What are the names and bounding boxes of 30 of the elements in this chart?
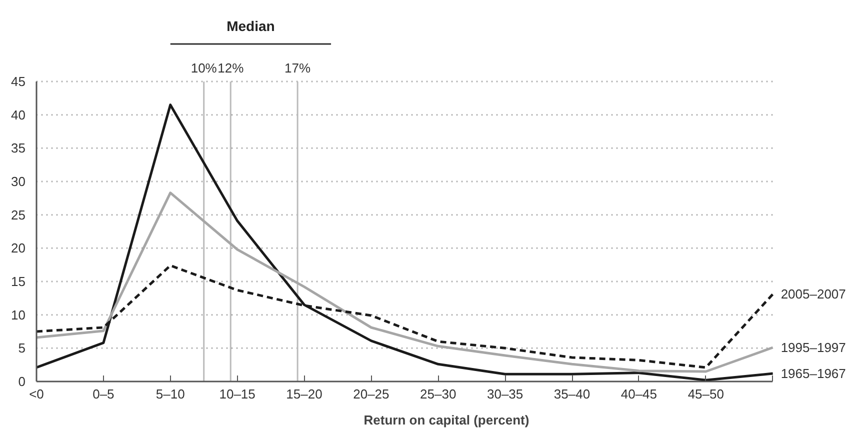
x-tick-label: <0 — [29, 386, 44, 402]
y-tick-label: 40 — [11, 107, 26, 122]
x-tick-label: 15–20 — [286, 386, 322, 402]
y-tick-label: 10 — [11, 307, 26, 322]
y-tick-label: 30 — [11, 174, 26, 189]
y-tick-label: 15 — [11, 274, 26, 289]
x-tick-label: 25–30 — [420, 386, 456, 402]
x-tick-label: 35–40 — [554, 386, 590, 402]
series-label: 1995–1997 — [780, 340, 846, 355]
x-tick-label: 45–50 — [688, 386, 724, 402]
line-series — [36, 192, 774, 373]
y-tick-label: 35 — [11, 140, 26, 156]
series-label: 2005–2007 — [780, 286, 846, 302]
x-tick-label: 10–15 — [219, 386, 256, 402]
series-label: 1965–1967 — [780, 366, 846, 381]
text: Median — [226, 18, 275, 34]
x-tick-label: 5–10 — [156, 386, 185, 402]
text: 17% — [284, 60, 312, 76]
y-tick-label: 0 — [18, 374, 26, 389]
x-tick-label: 30–35 — [486, 386, 524, 402]
text: 12% — [218, 60, 244, 76]
x-axis-title: Return on capital (percent) — [364, 412, 530, 428]
x-tick-label: 0–5 — [92, 386, 114, 402]
text: 10% — [190, 60, 218, 76]
y-tick-label: 25 — [11, 207, 26, 222]
x-tick-label: 20–25 — [353, 386, 390, 402]
y-tick-label: 5 — [18, 340, 26, 356]
y-tick-label: 45 — [11, 74, 26, 89]
x-tick-label: 40–45 — [620, 386, 658, 402]
y-tick-label: 20 — [11, 240, 26, 256]
